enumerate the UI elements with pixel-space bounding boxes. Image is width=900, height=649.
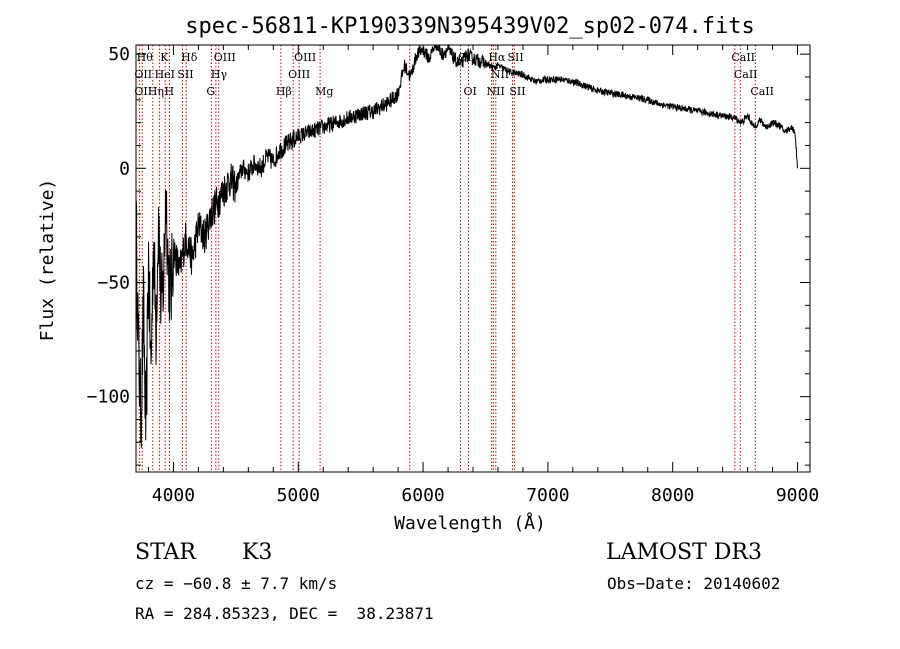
line-label: OIII (288, 68, 310, 81)
line-label: OI (458, 51, 471, 64)
x-tick-label: 4000 (152, 485, 195, 506)
spectrum-line (135, 43, 798, 448)
chart-title: spec-56811-KP190339N395439V02_sp02-074.f… (185, 14, 755, 39)
axes: 4000 5000 6000 7000 8000 9000 −100 −50 0 50 (87, 44, 820, 506)
line-label: K (160, 51, 169, 64)
line-label: OIII (294, 51, 316, 64)
line-label: Hη (148, 85, 164, 98)
plot-frame (135, 44, 811, 473)
line-label: G (206, 85, 215, 98)
line-label: CaII (731, 51, 755, 64)
x-tick-label: 7000 (526, 485, 569, 506)
object-class: STAR (135, 540, 196, 565)
line-label: Hθ (137, 51, 154, 64)
line-label: SII (509, 85, 525, 98)
redshift-cz: cz = −60.8 ± 7.7 km/s (135, 574, 338, 593)
x-axis-label: Wavelength (Å) (394, 512, 546, 534)
object-subclass: K3 (242, 540, 273, 565)
line-label: Mg (315, 85, 333, 98)
line-label: HeI (155, 68, 175, 81)
line-label: OII (134, 68, 152, 81)
y-tick-label: −50 (97, 272, 130, 293)
line-label: SII (507, 51, 523, 64)
y-tick-label: 50 (108, 44, 130, 65)
x-tick-label: 9000 (776, 485, 819, 506)
obs-date: Obs−Date: 20140602 (607, 574, 781, 593)
line-label: OIII (214, 51, 236, 64)
line-label: NII (491, 68, 509, 81)
line-label: H (164, 85, 174, 98)
line-label: SII (177, 68, 193, 81)
line-label: CaII (750, 85, 774, 98)
x-tick-label: 5000 (277, 485, 320, 506)
line-label: Hγ (211, 68, 228, 81)
line-label: Hβ (276, 85, 292, 98)
y-axis-label: Flux (relative) (37, 179, 58, 342)
line-label: OI (464, 85, 477, 98)
line-label: Hα (488, 51, 506, 64)
line-label: CaII (734, 68, 758, 81)
emission-line-markers (138, 45, 756, 472)
spectrum-series (135, 43, 798, 448)
x-tick-label: 6000 (401, 485, 444, 506)
y-tick-label: −100 (87, 387, 130, 408)
y-tick-label: 0 (119, 158, 130, 179)
line-label: NII (486, 85, 504, 98)
line-label: OII (134, 85, 152, 98)
x-tick-label: 8000 (651, 485, 694, 506)
line-label: Hδ (181, 51, 198, 64)
coordinates: RA = 284.85323, DEC = 38.23871 (135, 604, 434, 623)
survey-name: LAMOST DR3 (606, 540, 762, 565)
